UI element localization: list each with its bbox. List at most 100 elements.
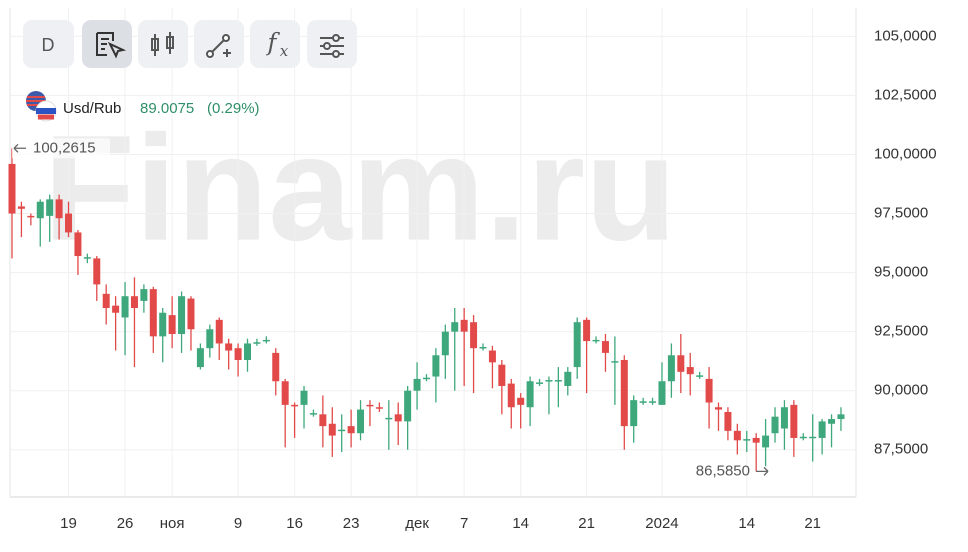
candle-body — [102, 293, 110, 309]
watermark: Finam.ru — [43, 104, 676, 272]
candle-body — [272, 352, 280, 382]
label-bg — [12, 138, 110, 159]
x-tick-label: 19 — [60, 515, 77, 532]
candle-body — [639, 401, 647, 403]
candle-body — [554, 380, 562, 382]
candle-body — [93, 258, 101, 285]
candle-body — [46, 199, 54, 216]
candle-body — [394, 414, 402, 422]
y-tick-label: 92,5000 — [874, 323, 928, 340]
candle-body — [601, 341, 609, 353]
settings-button[interactable] — [307, 20, 357, 68]
candle-body — [771, 416, 779, 434]
candle-body — [630, 400, 638, 427]
x-tick-label: 2024 — [645, 515, 678, 532]
icon — [96, 32, 127, 59]
icon-text: x — [280, 42, 289, 60]
candle-body — [592, 339, 600, 342]
icon — [206, 50, 214, 58]
candle-body — [733, 430, 741, 441]
candle-body — [752, 437, 760, 443]
candle-body — [338, 429, 346, 432]
candle-body — [799, 436, 807, 439]
candle-body — [262, 339, 270, 342]
y-tick-label: 100,0000 — [874, 145, 937, 162]
icon — [332, 50, 340, 58]
candle-body — [319, 414, 327, 427]
y-tick-label: 102,5000 — [874, 86, 937, 103]
candle-body — [460, 319, 468, 332]
candle-body — [300, 390, 308, 405]
candle-body — [780, 407, 788, 429]
x-tick-label: 23 — [343, 515, 360, 532]
candle-body — [507, 383, 515, 408]
period-button[interactable] — [23, 20, 74, 68]
candle-body — [149, 289, 157, 337]
candle-body — [178, 296, 186, 334]
y-tick-label: 87,5000 — [874, 441, 928, 458]
candle-body — [253, 342, 261, 344]
x-tick-label: дек — [405, 515, 429, 532]
candle-body — [479, 346, 487, 349]
candle-body — [8, 163, 16, 214]
candle-body — [281, 381, 289, 405]
candle-body — [17, 206, 25, 209]
candle-body — [112, 305, 120, 313]
high-label: 100,2615 — [33, 139, 96, 156]
candle-body — [225, 343, 233, 351]
x-tick-label: 16 — [286, 515, 303, 532]
candle-body — [27, 215, 35, 218]
candle-body — [215, 319, 223, 344]
candle-body — [583, 319, 591, 342]
candle-body — [564, 371, 572, 386]
candle-body — [658, 381, 666, 405]
icon — [222, 34, 230, 42]
candle-body — [724, 411, 732, 431]
candle-body — [470, 322, 478, 349]
x-tick-label: 26 — [117, 515, 134, 532]
candle-body — [743, 439, 751, 441]
x-tick-label: ноя — [160, 515, 185, 532]
icon — [332, 34, 340, 42]
candle-body — [432, 355, 440, 377]
candle-body — [790, 404, 798, 438]
candle-body — [140, 289, 148, 301]
candle-body — [715, 407, 722, 410]
candle-body — [686, 367, 694, 375]
candle-body — [762, 435, 770, 448]
y-tick-label: 90,0000 — [874, 382, 928, 399]
candles-button[interactable] — [138, 20, 188, 68]
x-tick-label: 14 — [512, 515, 529, 532]
candle-body — [667, 355, 675, 382]
y-tick-label: 95,0000 — [874, 264, 928, 281]
candle-body — [611, 361, 619, 363]
arrow — [13, 143, 26, 153]
arrow — [756, 466, 769, 476]
candle-body — [196, 348, 204, 368]
candle-body — [837, 414, 845, 420]
low-label: 86,5850 — [696, 462, 750, 479]
ticker-price: 89.0075 — [140, 100, 194, 117]
candle-body — [545, 380, 553, 382]
y-tick-label: 97,5000 — [874, 204, 928, 221]
candle-body — [441, 331, 449, 356]
ticker-name: Usd/Rub — [63, 100, 121, 117]
candle-body — [517, 397, 525, 405]
icon — [323, 42, 331, 50]
candle-body — [65, 213, 73, 233]
ticker-change: (0.29%) — [207, 100, 260, 117]
ticker: Usd/Rub 89.0075 (0.29%) — [26, 91, 260, 122]
candle-body — [36, 201, 44, 219]
candle-body — [573, 322, 581, 368]
x-tick-label: 7 — [460, 515, 468, 532]
candle-body — [130, 296, 138, 309]
candle-body — [828, 419, 836, 424]
candle-body — [83, 257, 91, 259]
candle-body — [536, 382, 544, 384]
candle-body — [488, 350, 496, 363]
candle-body — [121, 296, 129, 318]
candle-body — [451, 322, 459, 332]
x-tick-label: 21 — [804, 515, 821, 532]
indicators-button[interactable] — [250, 20, 300, 68]
